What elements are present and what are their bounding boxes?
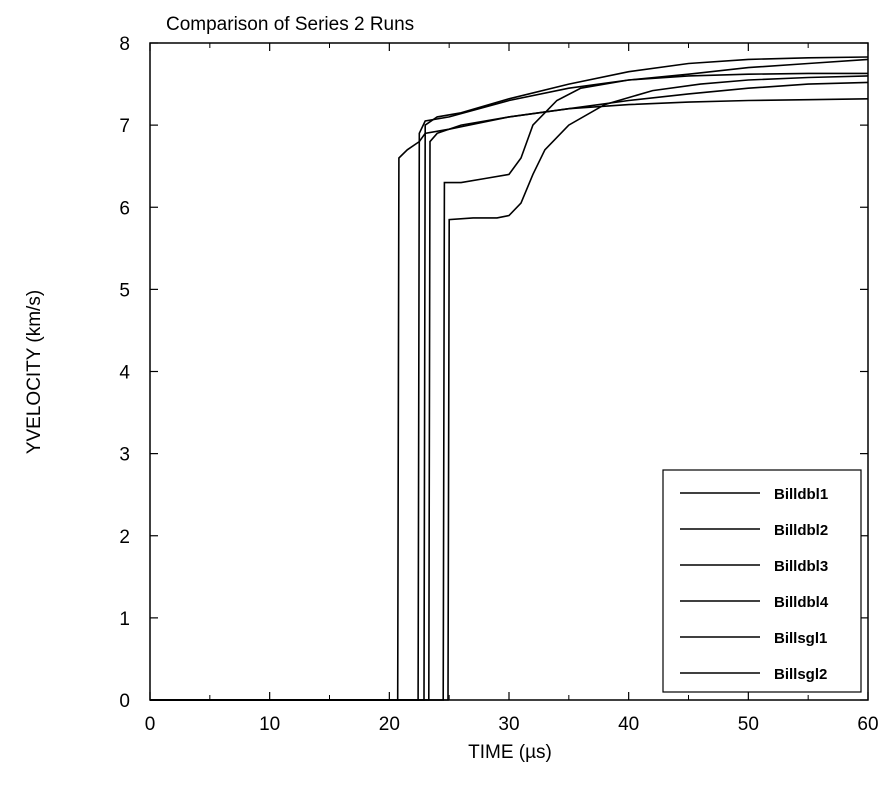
series-line-billdbl4 bbox=[150, 81, 869, 701]
series-lines bbox=[150, 56, 869, 701]
legend-label: Billdbl2 bbox=[774, 522, 828, 539]
y-tick-label: 2 bbox=[119, 527, 130, 548]
x-tick-label: 20 bbox=[379, 714, 400, 735]
y-tick-label: 3 bbox=[119, 445, 130, 466]
legend-label: Billdbl3 bbox=[774, 558, 828, 575]
x-axis-ticks: 0 10 20 30 40 50 60 bbox=[145, 43, 879, 735]
y-axis-label: YVELOCITY (km/s) bbox=[24, 290, 45, 454]
legend-label: Billdbl1 bbox=[774, 486, 828, 503]
x-axis-label: TIME (µs) bbox=[468, 742, 552, 763]
x-tick-label: 10 bbox=[259, 714, 280, 735]
y-tick-label: 6 bbox=[119, 198, 130, 219]
x-tick-label: 50 bbox=[738, 714, 759, 735]
y-tick-label: 4 bbox=[119, 363, 130, 384]
legend-label: Billsgl2 bbox=[774, 666, 827, 683]
series-line-billdbl3 bbox=[150, 56, 869, 701]
x-tick-label: 0 bbox=[145, 714, 156, 735]
legend-label: Billdbl4 bbox=[774, 594, 829, 611]
chart-title: Comparison of Series 2 Runs bbox=[166, 14, 414, 35]
y-tick-label: 5 bbox=[119, 280, 130, 301]
x-tick-label: 60 bbox=[857, 714, 878, 735]
y-tick-label: 7 bbox=[119, 116, 130, 137]
legend: Billdbl1 Billdbl2 Billdbl3 Billdbl4 Billsgl1… bbox=[662, 469, 862, 693]
series-line-billdbl2 bbox=[150, 72, 868, 701]
x-tick-label: 30 bbox=[498, 714, 519, 735]
legend-box bbox=[662, 469, 862, 693]
y-tick-label: 8 bbox=[119, 34, 130, 55]
y-tick-label: 0 bbox=[119, 691, 130, 712]
series-line-billsgl2 bbox=[150, 75, 869, 701]
series-line-billdbl1 bbox=[150, 98, 869, 701]
legend-label: Billsgl1 bbox=[774, 630, 827, 647]
series-line-billsgl1 bbox=[150, 58, 869, 701]
x-tick-label: 40 bbox=[618, 714, 639, 735]
y-tick-label: 1 bbox=[119, 609, 130, 630]
